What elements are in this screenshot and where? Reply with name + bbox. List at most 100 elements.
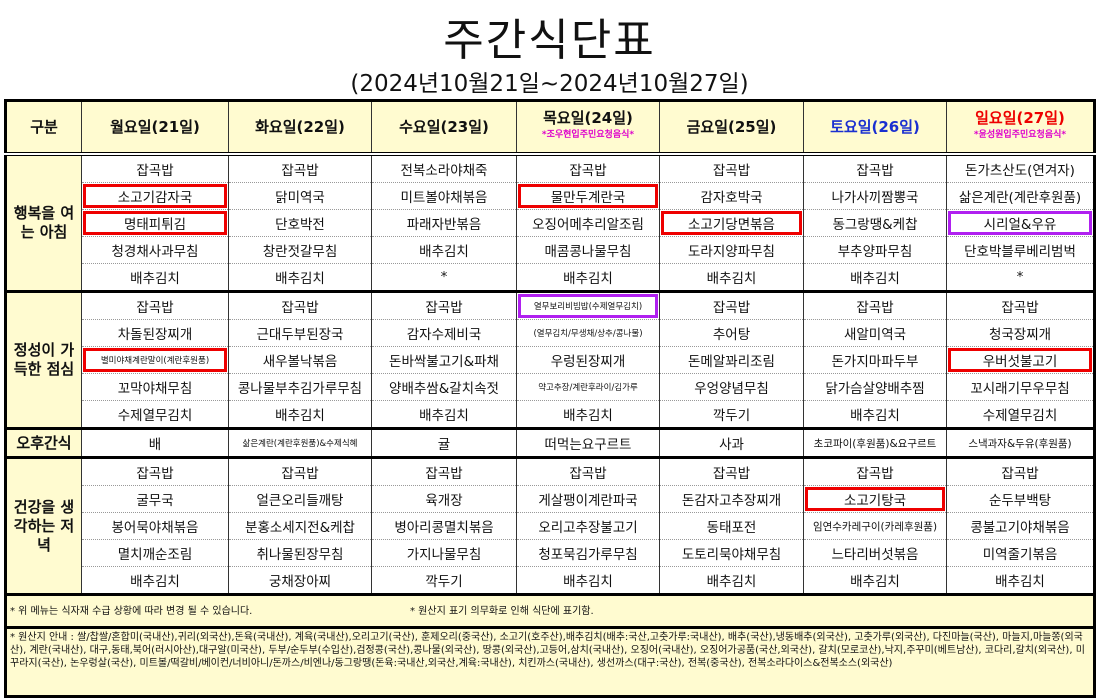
menu-item-mon: 배 bbox=[81, 427, 229, 458]
menu-item-wed: 병아리콩멸치볶음 bbox=[371, 512, 517, 540]
menu-item-tue: 배추김치 bbox=[228, 400, 372, 429]
weekly-menu-table: 구분 월요일(21일) 화요일(22일) 수요일(23일) 목요일(24일) *조… bbox=[4, 99, 1096, 698]
menu-item-thu: 게살팽이계란파국 bbox=[516, 485, 660, 513]
menu-item-mon: 잡곡밥 bbox=[81, 290, 229, 320]
day-label: 수요일(23일) bbox=[399, 117, 489, 136]
menu-row: 별미야채계란말이(계란후원품) 새우볼낙볶음 돈바싹불고기&파채 우렁된장찌개 돈메알꽈… bbox=[6, 346, 1095, 374]
menu-item-fri: 깍두기 bbox=[659, 400, 804, 429]
menu-row: 꼬막야채무침 콩나물부추김가루무침 양배추쌈&갈치속젓 약고추장/계란후라이/김가루 우… bbox=[6, 373, 1095, 401]
menu-item-thu: (열무김치/무생채/상추/콩나물) bbox=[516, 319, 660, 347]
menu-item-sun: 콩불고기야채볶음 bbox=[946, 512, 1095, 540]
menu-item-tue: 배추김치 bbox=[228, 263, 372, 292]
day-label: 금요일(25일) bbox=[686, 117, 777, 136]
menu-item-fri: 감자호박국 bbox=[659, 182, 804, 210]
menu-item-sun: 꼬시래기무우무침 bbox=[946, 373, 1095, 401]
menu-item-sat: 부추양파무침 bbox=[803, 236, 947, 264]
menu-item-thu: 매콤콩나물무침 bbox=[516, 236, 660, 264]
menu-item-sat: 임연수카레구이(카레후원품) bbox=[803, 512, 947, 540]
menu-item-mon: 소고기감자국 bbox=[81, 182, 229, 210]
menu-row: 수제열무김치 배추김치 배추김치 배추김치 깍두기 배추김치 수제열무김치 bbox=[6, 400, 1095, 429]
menu-item-wed: 배추김치 bbox=[371, 400, 517, 429]
menu-item-sun: 수제열무김치 bbox=[946, 400, 1095, 429]
menu-item-tue: 창란젓갈무침 bbox=[228, 236, 372, 264]
menu-item-sun: 단호박블루베리범벅 bbox=[946, 236, 1095, 264]
day-label: 월요일(21일) bbox=[110, 117, 200, 136]
menu-item-sat: 배추김치 bbox=[803, 400, 947, 429]
menu-item-thu: 열무보리비빔밥(수제열무김치) bbox=[516, 290, 660, 320]
menu-item-tue: 잡곡밥 bbox=[228, 290, 372, 320]
menu-item-sat: 배추김치 bbox=[803, 566, 947, 595]
menu-item-tue: 새우볼낙볶음 bbox=[228, 346, 372, 374]
menu-item-tue: 궁채장아찌 bbox=[228, 566, 372, 595]
meal-label: 건강을 생각하는 저녁 bbox=[5, 456, 82, 595]
menu-item-tue: 콩나물부추김가루무침 bbox=[228, 373, 372, 401]
menu-item-sat: 나가사끼짬뽕국 bbox=[803, 182, 947, 210]
menu-item-mon: 배추김치 bbox=[81, 566, 229, 595]
origin-info: * 원산지 안내 : 쌀/찹쌀/혼합미(국내산),귀리(외국산),돈육(국내산)… bbox=[5, 626, 1095, 697]
day-label: 일요일(27일) bbox=[975, 109, 1065, 127]
day-label: 토요일(26일) bbox=[830, 117, 920, 136]
menu-item-wed: 전복소라야채죽 bbox=[371, 152, 517, 183]
menu-item-fri: 도토리묵야채무침 bbox=[659, 539, 804, 567]
menu-item-fri: 추어탕 bbox=[659, 319, 804, 347]
menu-item-mon: 굴무국 bbox=[81, 485, 229, 513]
menu-item-mon: 명태피튀김 bbox=[81, 209, 229, 237]
menu-row: 오후간식 배 삶은계란(계란후원품)&수제식혜 귤 떠먹는요구르트 사과 초코파이(후원품)… bbox=[5, 427, 1095, 458]
menu-row: 차돌된장찌개 근대두부된장국 감자수제비국 (열무김치/무생채/상추/콩나물) 추어탕 새… bbox=[6, 319, 1095, 347]
change-notice: * 위 메뉴는 식자재 수급 상황에 따라 변경 될 수 있습니다. bbox=[10, 605, 253, 617]
menu-item-mon: 멸치깨순조림 bbox=[81, 539, 229, 567]
day-header-mon: 월요일(21일) bbox=[81, 100, 229, 156]
menu-row: 멸치깨순조림 취나물된장무침 가지나물무침 청포묵김가루무침 도토리묵야채무침 느타리버섯… bbox=[6, 539, 1095, 567]
day-header-fri: 금요일(25일) bbox=[659, 100, 804, 156]
menu-item-sat: 새알미역국 bbox=[803, 319, 947, 347]
menu-item-sat: 잡곡밥 bbox=[803, 290, 947, 320]
menu-item-wed: 파래자반볶음 bbox=[371, 209, 517, 237]
menu-item-wed: 귤 bbox=[371, 427, 517, 458]
menu-item-wed: 가지나물무침 bbox=[371, 539, 517, 567]
day-header-sat: 토요일(26일) bbox=[803, 100, 947, 156]
day-header-sun: 일요일(27일) *윤성원입주민요청음식* bbox=[946, 100, 1095, 156]
notice-row: * 위 메뉴는 식자재 수급 상황에 따라 변경 될 수 있습니다. * 원산지 … bbox=[5, 593, 1095, 628]
meal-label: 오후간식 bbox=[5, 427, 82, 458]
day-header-thu: 목요일(24일) *조우현입주민요청음식* bbox=[516, 100, 660, 156]
menu-item-thu: 잡곡밥 bbox=[516, 152, 660, 183]
menu-item-wed: * bbox=[371, 263, 517, 292]
menu-item-mon: 봉어묵야채볶음 bbox=[81, 512, 229, 540]
menu-item-wed: 잡곡밥 bbox=[371, 456, 517, 486]
menu-item-thu: 물만두계란국 bbox=[516, 182, 660, 210]
menu-item-tue: 잡곡밥 bbox=[228, 152, 372, 183]
menu-item-sat: 닭가슴살양배추찜 bbox=[803, 373, 947, 401]
menu-item-wed: 돈바싹불고기&파채 bbox=[371, 346, 517, 374]
menu-row: 배추김치 궁채장아찌 깍두기 배추김치 배추김치 배추김치 배추김치 bbox=[6, 566, 1095, 595]
day-label: 목요일(24일) bbox=[543, 109, 633, 127]
menu-row: 소고기감자국 닭미역국 미트볼야채볶음 물만두계란국 감자호박국 나가사끼짬뽕국 삶은계란(… bbox=[6, 182, 1095, 210]
menu-item-wed: 감자수제비국 bbox=[371, 319, 517, 347]
menu-item-thu: 약고추장/계란후라이/김가루 bbox=[516, 373, 660, 401]
menu-item-sat: 초코파이(후원품)&요구르트 bbox=[803, 427, 947, 458]
menu-item-tue: 얼큰오리들깨탕 bbox=[228, 485, 372, 513]
menu-row: 명태피튀김 단호박전 파래자반볶음 오징어메추리알조림 소고기당면볶음 동그랑땡&케찹 시리… bbox=[6, 209, 1095, 237]
menu-item-fri: 돈감자고추장찌개 bbox=[659, 485, 804, 513]
menu-item-sat: 잡곡밥 bbox=[803, 152, 947, 183]
menu-item-sun: 잡곡밥 bbox=[946, 456, 1095, 486]
menu-item-mon: 청경채사과무침 bbox=[81, 236, 229, 264]
menu-item-wed: 미트볼야채볶음 bbox=[371, 182, 517, 210]
request-note: *조우현입주민요청음식* bbox=[541, 130, 635, 140]
menu-item-fri: 사과 bbox=[659, 427, 804, 458]
menu-item-fri: 배추김치 bbox=[659, 263, 804, 292]
menu-item-thu: 배추김치 bbox=[516, 566, 660, 595]
menu-item-sat: 소고기탕국 bbox=[803, 485, 947, 513]
menu-item-sun: 돈가츠산도(연겨자) bbox=[946, 152, 1095, 183]
menu-item-sun: 우버섯불고기 bbox=[946, 346, 1095, 374]
menu-item-tue: 분홍소세지전&케찹 bbox=[228, 512, 372, 540]
request-note: *윤성원입주민요청음식* bbox=[973, 130, 1067, 140]
menu-item-thu: 오리고추장불고기 bbox=[516, 512, 660, 540]
menu-item-fri: 배추김치 bbox=[659, 566, 804, 595]
category-header: 구분 bbox=[5, 100, 82, 156]
menu-row: 행복을 여는 아침 잡곡밥 잡곡밥 전복소라야채죽 잡곡밥 잡곡밥 잡곡밥 돈가츠산도(연겨자… bbox=[5, 152, 1095, 292]
menu-item-thu: 배추김치 bbox=[516, 263, 660, 292]
menu-item-thu: 우렁된장찌개 bbox=[516, 346, 660, 374]
menu-item-fri: 도라지양파무침 bbox=[659, 236, 804, 264]
menu-item-sun: 스낵과자&두유(후원품) bbox=[946, 427, 1095, 458]
menu-item-tue: 근대두부된장국 bbox=[228, 319, 372, 347]
